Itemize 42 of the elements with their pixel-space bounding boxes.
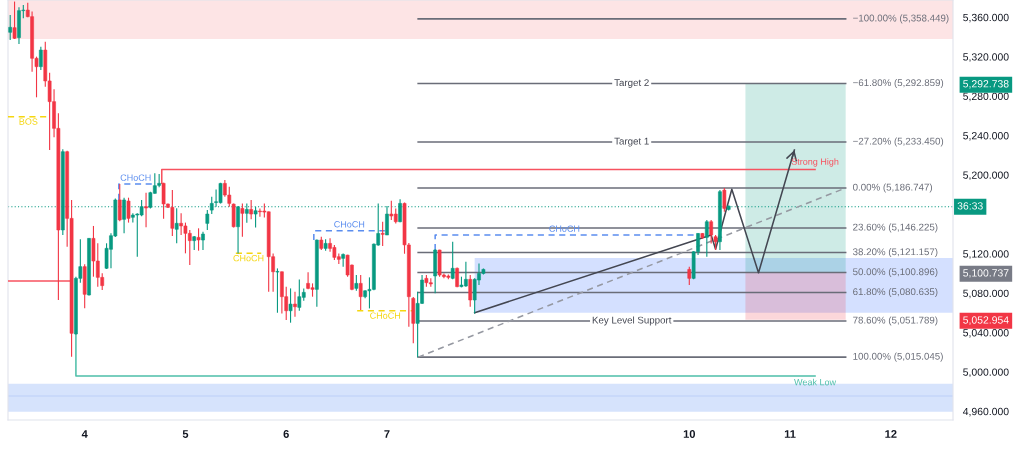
x-tick-label: 4	[81, 430, 88, 438]
y-tick-label: 5,040.000	[963, 329, 1009, 338]
x-tick-label: 6	[283, 430, 289, 438]
x-tick-label: 10	[683, 430, 696, 438]
y-tick-label: 5,360.000	[963, 13, 1009, 23]
x-tick-label: 11	[784, 430, 796, 438]
series-label: Weak Low	[794, 378, 837, 386]
series-label: 0.00% (5,186.747)	[853, 183, 933, 193]
series-label: 100.00% (5,015.045)	[853, 352, 943, 362]
x-tick-label: 5	[182, 430, 189, 438]
y-tick-label: 5,280.000	[963, 92, 1009, 102]
series-label: 23.60% (5,146.225)	[853, 223, 938, 233]
y-tick-label: 4,960.000	[962, 407, 1009, 417]
y-tick-label: 5,320.000	[963, 53, 1009, 62]
y-tick-label: 5,100.737	[963, 269, 1009, 278]
y-tick-label: 5,052.954	[963, 316, 1009, 325]
series-label: Strong High	[791, 158, 839, 167]
series-label: 50.00% (5,100.896)	[853, 268, 938, 278]
series-label: −100.00% (5,358.449)	[853, 14, 949, 24]
series-label: CHoCH	[549, 225, 580, 232]
y-tick-label: 5,200.000	[963, 171, 1009, 181]
text: 36:33	[957, 202, 983, 210]
y-tick-label: 5,120.000	[963, 250, 1009, 259]
y-tick-label: 5,000.000	[963, 368, 1009, 378]
series-label: CHoCH	[370, 312, 401, 319]
x-tick-label: 12	[885, 430, 897, 438]
annotation: Target 2	[614, 79, 649, 88]
series-label: 61.80% (5,080.635)	[853, 287, 938, 298]
y-tick-label: 5,080.000	[963, 289, 1009, 299]
y-tick-label: 5,240.000	[963, 132, 1009, 141]
annotation: Key Level Support	[592, 316, 672, 326]
series-label: BOS	[19, 118, 38, 125]
series-label: 38.20% (5,121.157)	[853, 248, 938, 258]
series-label: CHoCH	[233, 254, 264, 262]
series-label: 78.60% (5,051.789)	[853, 316, 938, 326]
series-label: CHoCH	[334, 221, 365, 228]
series-label: −27.20% (5,233.450)	[853, 137, 944, 147]
y-tick-label: 5,292.738	[963, 80, 1009, 89]
series-label: −61.80% (5,292.859)	[853, 78, 944, 88]
annotation: Target 1	[614, 137, 649, 147]
x-tick-label: 7	[384, 430, 390, 438]
series-label: CHoCH	[120, 174, 151, 181]
